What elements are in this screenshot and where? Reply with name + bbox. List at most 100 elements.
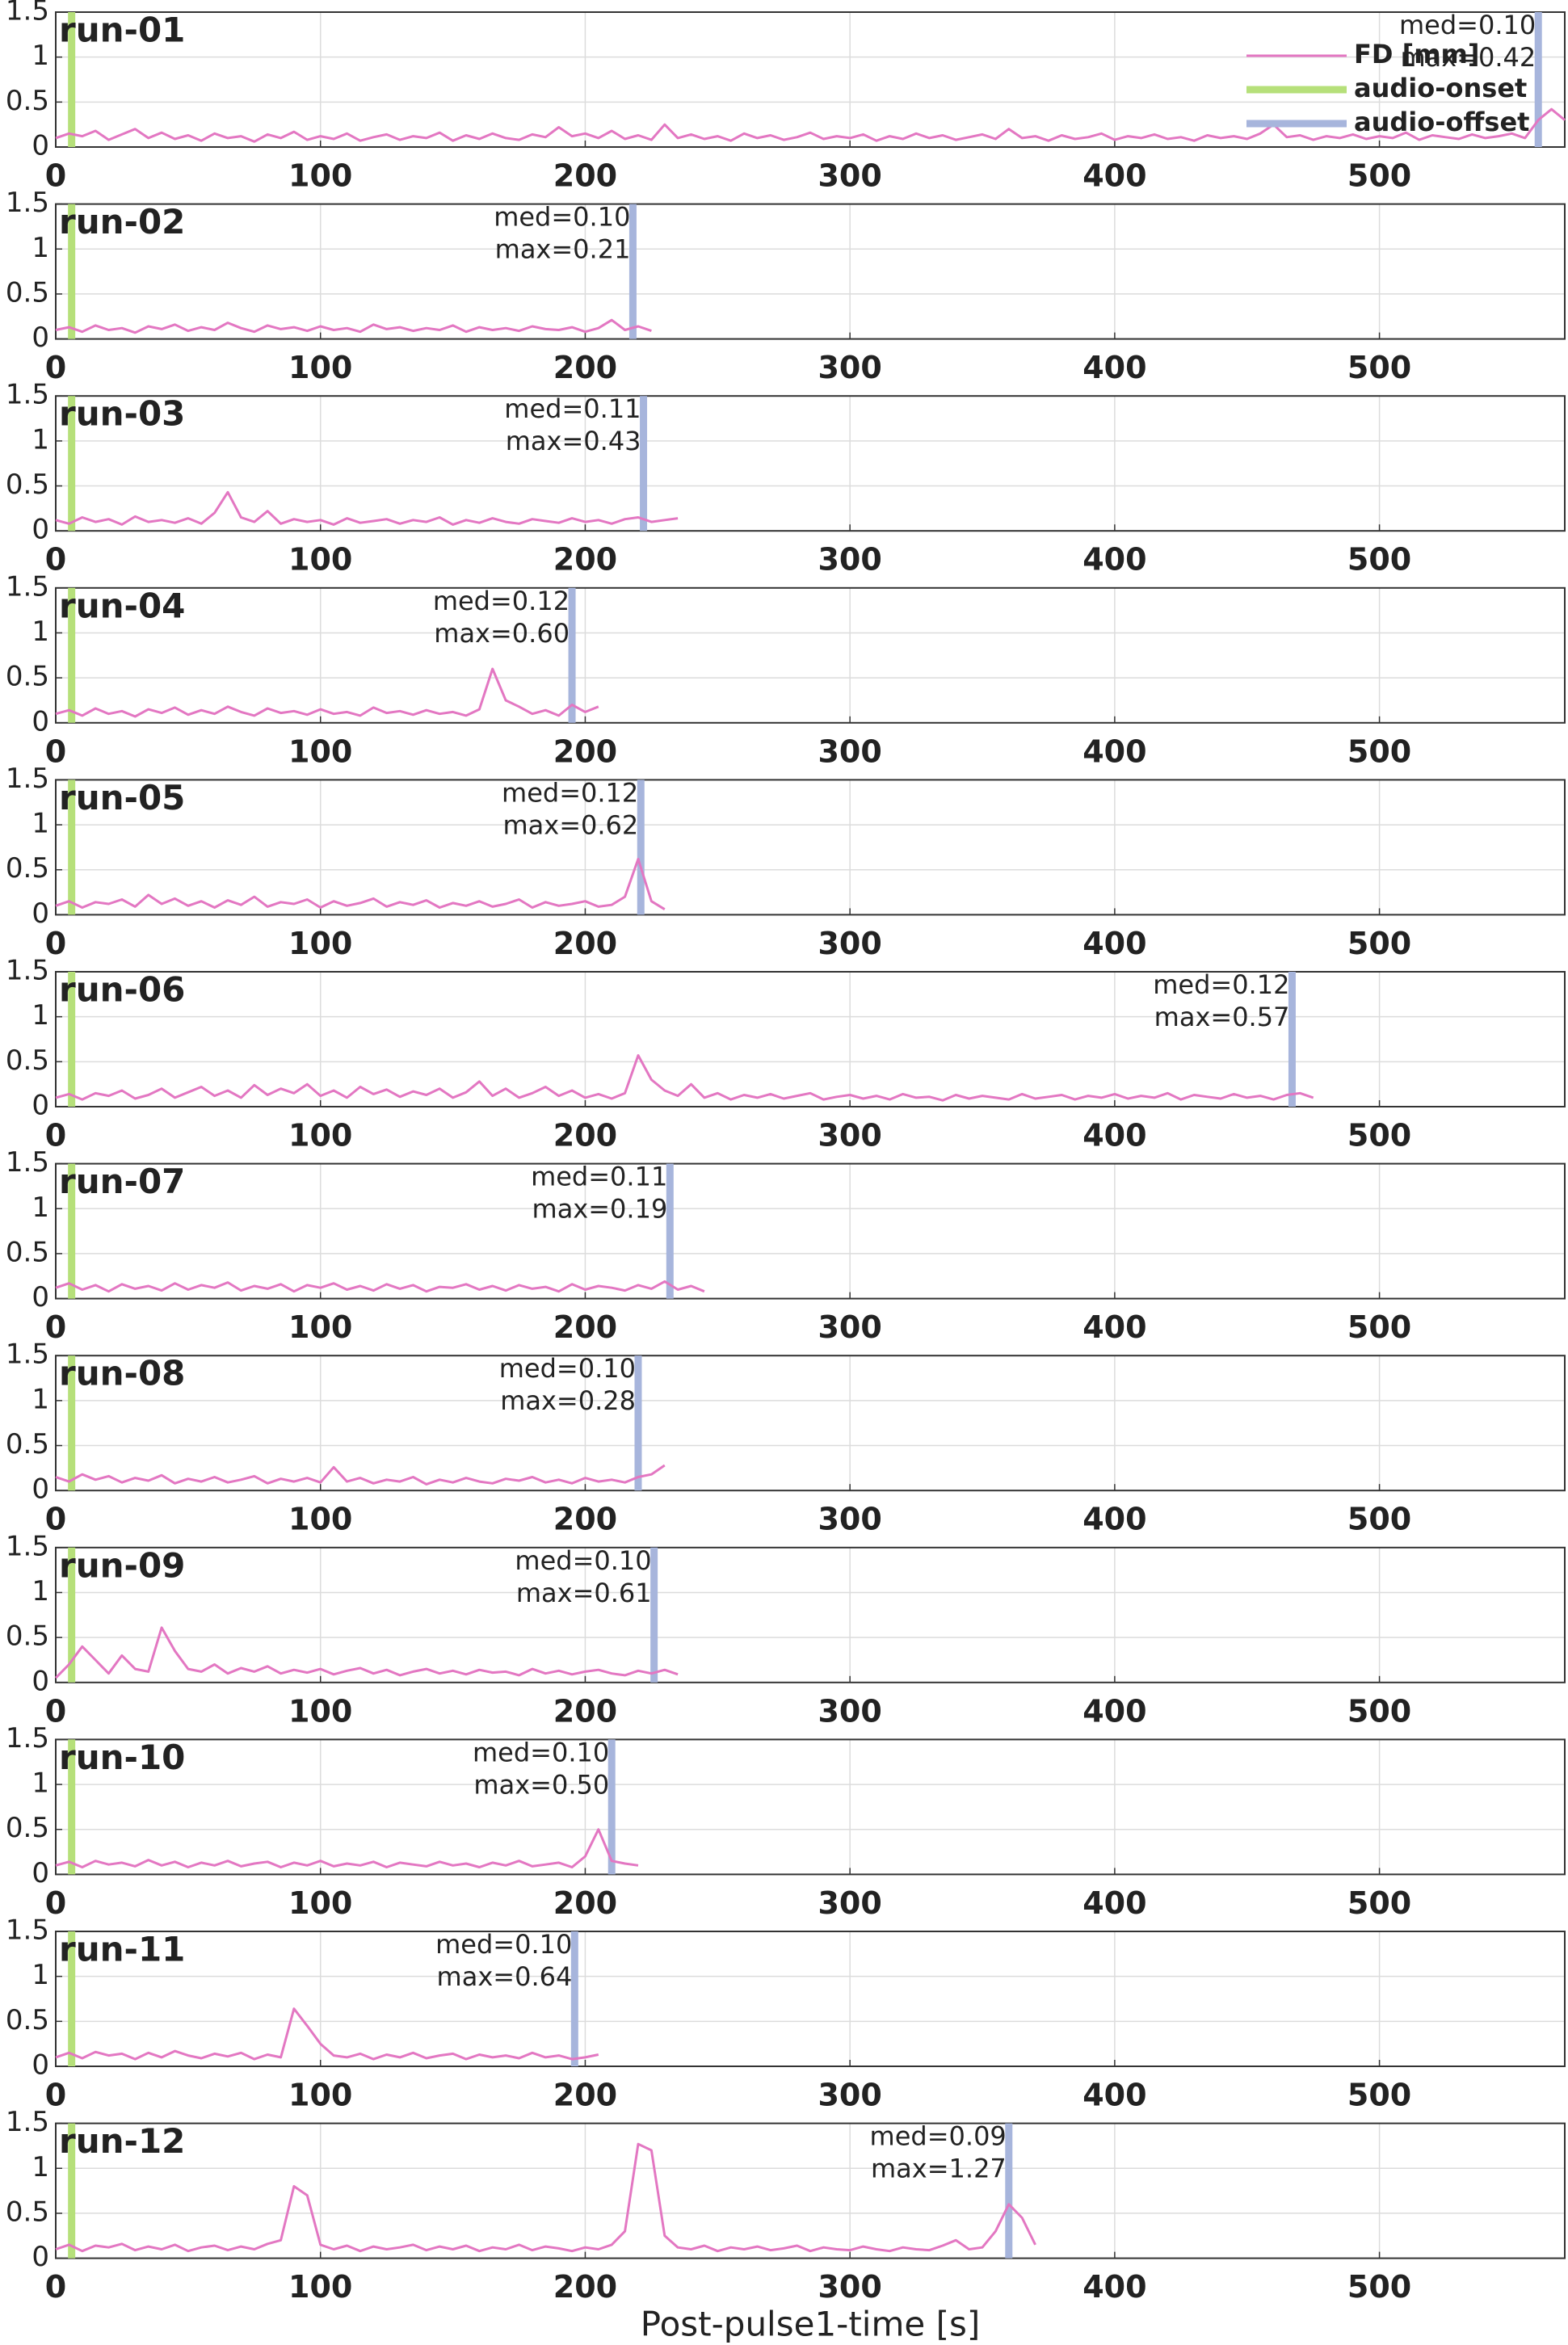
y-tick-label: 1.5 [6,1146,49,1179]
x-tick-label: 0 [45,1693,66,1729]
x-tick-label: 500 [1347,1309,1411,1345]
y-tick-label: 1 [32,232,49,264]
x-tick-label: 400 [1082,1693,1146,1729]
y-tick-label: 1 [32,40,49,72]
plot-frame [55,586,1566,724]
annotation: max=0.62 [502,809,638,840]
y-tick-label: 1.5 [6,379,49,411]
y-tick-label: 0 [32,2241,49,2273]
x-tick-label: 400 [1082,1885,1146,1921]
y-tick-label: 0.5 [6,1044,49,1077]
x-tick-label: 100 [288,542,352,578]
fd-line [55,1280,705,1293]
y-tick-label: 0 [32,130,49,162]
x-tick-label: 300 [818,1502,881,1537]
x-tick-label: 0 [45,350,66,385]
y-tick-label: 0 [32,1473,49,1506]
x-tick-label: 100 [288,926,352,961]
fd-line [55,1054,1314,1102]
x-tick-label: 100 [288,2269,352,2305]
y-tick-label: 1.5 [6,1722,49,1755]
y-tick-label: 1.5 [6,0,49,27]
x-tick-label: 0 [45,1309,66,1345]
x-tick-label: 400 [1082,542,1146,578]
fd-line [55,2007,599,2061]
x-tick-label: 500 [1347,350,1411,385]
x-tick-label: 0 [45,926,66,961]
x-tick-label: 100 [288,350,352,385]
panel-title: run-11 [59,1930,185,1969]
x-tick-label: 500 [1347,926,1411,961]
x-tick-label: 200 [553,2078,617,2113]
annotation: med=0.12 [433,586,570,616]
x-tick-label: 300 [818,350,881,385]
panel-title: run-05 [59,778,185,817]
x-tick-label: 500 [1347,2269,1411,2305]
plot-frame [55,203,1566,340]
x-tick-label: 200 [553,158,617,194]
y-tick-label: 0.5 [6,1428,49,1460]
x-tick-label: 300 [818,1885,881,1921]
annotation: max=0.28 [500,1385,636,1416]
fd-line [55,490,679,526]
y-tick-label: 1 [32,1959,49,1991]
annotation: med=0.11 [531,1162,667,1192]
plot-frame [55,971,1566,1107]
x-tick-label: 0 [45,1885,66,1921]
y-tick-label: 1.5 [6,2106,49,2138]
fd-line [54,1626,679,1679]
x-tick-label: 200 [553,1118,617,1154]
x-tick-label: 400 [1082,2078,1146,2113]
annotation: max=0.50 [473,1769,609,1800]
x-tick-label: 300 [818,542,881,578]
annotation: med=0.10 [515,1545,651,1576]
y-tick-label: 0 [32,705,49,738]
y-tick-label: 0 [32,514,49,546]
annotation: max=0.42 [1400,42,1536,73]
x-tick-label: 300 [818,2078,881,2113]
x-tick-label: 200 [553,733,617,769]
annotation: max=0.60 [434,618,570,649]
x-tick-label: 500 [1347,1118,1411,1154]
x-tick-label: 0 [45,1502,66,1537]
panel-title: run-06 [59,970,185,1010]
y-tick-label: 1 [32,1575,49,1607]
x-tick-label: 400 [1082,1118,1146,1154]
panel-title: run-10 [59,1738,185,1777]
panel-title: run-12 [59,2121,185,2161]
x-tick-label: 200 [553,1885,617,1921]
y-tick-label: 1.5 [6,1530,49,1562]
fd-line [55,2142,1036,2253]
y-tick-label: 1 [32,616,49,648]
annotation: max=1.27 [871,2154,1007,2184]
panel-title: run-03 [59,394,185,434]
legend-label: audio-offset [1354,107,1529,137]
x-tick-label: 100 [288,1309,352,1345]
y-tick-label: 1.5 [6,1914,49,1947]
x-tick-label: 300 [818,158,881,194]
annotation: med=0.12 [1153,969,1289,1000]
x-tick-label: 100 [288,1502,352,1537]
y-tick-label: 0 [32,1857,49,1889]
fd-line [55,107,1566,143]
panel-title: run-09 [59,1545,185,1585]
y-tick-label: 1.5 [6,955,49,987]
x-tick-label: 300 [818,733,881,769]
y-tick-label: 1 [32,1191,49,1224]
y-tick-label: 0 [32,1281,49,1313]
fd-line [55,667,599,718]
y-tick-label: 1.5 [6,763,49,795]
plot-frame [55,1546,1566,1683]
plot-frame [55,779,1566,916]
y-tick-label: 1 [32,999,49,1032]
x-tick-label: 300 [818,926,881,961]
x-tick-label: 100 [288,1885,352,1921]
x-tick-label: 0 [45,542,66,578]
x-tick-label: 500 [1347,1502,1411,1537]
x-tick-label: 100 [288,733,352,769]
y-tick-label: 1 [32,423,49,456]
panel-title: run-04 [59,586,185,625]
x-tick-label: 500 [1347,1693,1411,1729]
y-tick-label: 1 [32,808,49,840]
